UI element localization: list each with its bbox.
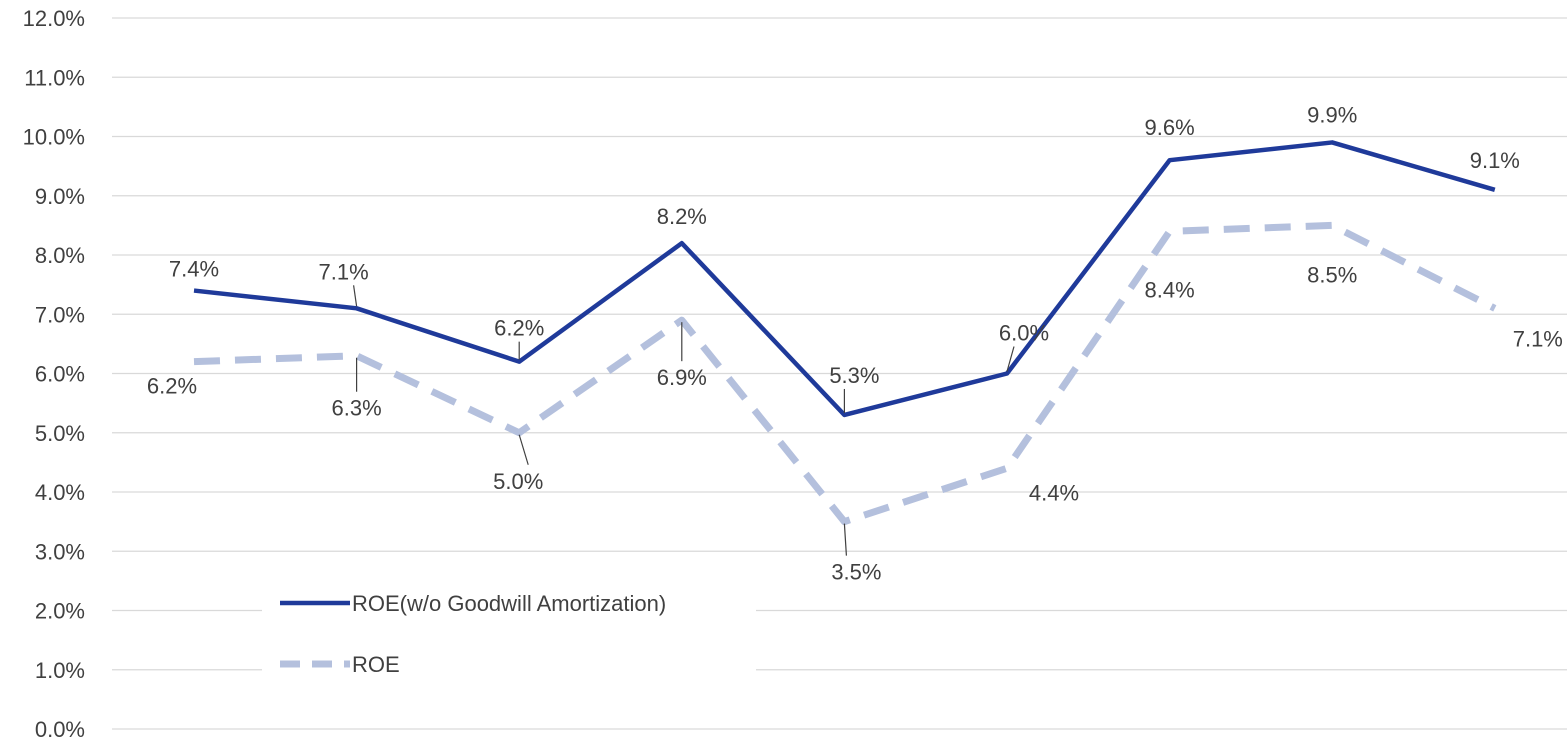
- data-label-roe-wo-goodwill: 7.4%: [169, 257, 219, 282]
- data-label-roe-wo-goodwill: 6.2%: [494, 316, 544, 341]
- data-labels: 7.4% 7.1% 6.2% 8.2% 5.3% 6.0% 9.6% 9.9% 9.1% 6.2%…: [147, 102, 1563, 584]
- legend-label: ROE: [352, 652, 400, 677]
- series-line-roe-wo-goodwill: [193, 140, 1496, 418]
- y-tick-label: 5.0%: [35, 421, 85, 446]
- y-tick-label: 6.0%: [35, 362, 85, 387]
- legend-background: [262, 582, 756, 694]
- label-leader-lines: [353, 285, 1015, 556]
- data-label-roe: 3.5%: [831, 560, 881, 585]
- data-label-roe: 7.1%: [1513, 326, 1563, 351]
- data-label-roe: 8.5%: [1307, 262, 1357, 287]
- legend: ROE(w/o Goodwill Amortization) ROE: [262, 582, 756, 694]
- data-label-roe-wo-goodwill: 9.9%: [1307, 102, 1357, 127]
- y-tick-label: 10.0%: [23, 125, 85, 150]
- leader-line: [1006, 346, 1015, 372]
- data-label-roe: 8.4%: [1145, 277, 1195, 302]
- y-tick-label: 9.0%: [35, 184, 85, 209]
- data-label-roe-wo-goodwill: 9.1%: [1470, 148, 1520, 173]
- leader-line: [353, 285, 358, 307]
- data-label-roe: 4.4%: [1029, 480, 1079, 505]
- series-line-roe: [193, 221, 1497, 526]
- legend-item-roe-wo-goodwill: ROE(w/o Goodwill Amortization): [280, 591, 666, 616]
- data-label-roe-wo-goodwill: 5.3%: [829, 363, 879, 388]
- legend-item-roe: ROE: [280, 652, 400, 677]
- y-tick-label: 8.0%: [35, 243, 85, 268]
- y-tick-label: 0.0%: [35, 717, 85, 742]
- data-label-roe-wo-goodwill: 6.0%: [999, 321, 1049, 346]
- leader-line: [843, 523, 847, 556]
- leader-line: [518, 434, 529, 465]
- data-label-roe-wo-goodwill: 8.2%: [657, 204, 707, 229]
- legend-label: ROE(w/o Goodwill Amortization): [352, 591, 666, 616]
- y-tick-label: 11.0%: [24, 65, 85, 90]
- y-tick-label: 1.0%: [35, 658, 85, 683]
- y-tick-label: 12.0%: [23, 6, 85, 31]
- y-axis-tick-labels: 0.0% 1.0% 2.0% 3.0% 4.0% 5.0% 6.0% 7.0% 8.0% 9.0%…: [23, 6, 85, 742]
- y-tick-label: 4.0%: [35, 480, 85, 505]
- series-lines: [193, 140, 1497, 526]
- y-tick-label: 2.0%: [35, 599, 85, 624]
- data-label-roe: 6.2%: [147, 374, 197, 399]
- y-tick-label: 3.0%: [35, 539, 85, 564]
- data-label-roe: 5.0%: [493, 469, 543, 494]
- data-label-roe: 6.3%: [332, 396, 382, 421]
- data-label-roe-wo-goodwill: 7.1%: [319, 259, 369, 284]
- y-tick-label: 7.0%: [35, 302, 85, 327]
- data-label-roe: 6.9%: [657, 365, 707, 390]
- data-label-roe-wo-goodwill: 9.6%: [1145, 115, 1195, 140]
